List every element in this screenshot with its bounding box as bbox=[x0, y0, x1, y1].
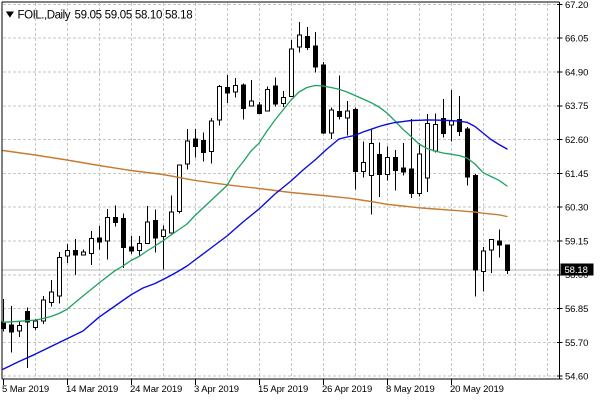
svg-text:62.60: 62.60 bbox=[565, 135, 588, 146]
svg-text:24 Mar 2019: 24 Mar 2019 bbox=[130, 384, 182, 395]
svg-text:26 Apr 2019: 26 Apr 2019 bbox=[322, 384, 372, 395]
svg-text:20 May 2019: 20 May 2019 bbox=[450, 384, 504, 395]
svg-text:54.60: 54.60 bbox=[565, 371, 588, 382]
svg-text:3 Apr 2019: 3 Apr 2019 bbox=[194, 384, 239, 395]
svg-text:15 Apr 2019: 15 Apr 2019 bbox=[258, 384, 308, 395]
svg-text:59.05 59.05 58.10 58.18: 59.05 59.05 58.10 58.18 bbox=[75, 10, 193, 22]
svg-text:5 Mar 2019: 5 Mar 2019 bbox=[2, 384, 49, 395]
svg-text:66.05: 66.05 bbox=[565, 34, 588, 45]
svg-text:14 Mar 2019: 14 Mar 2019 bbox=[66, 384, 118, 395]
svg-text:55.70: 55.70 bbox=[565, 338, 588, 349]
svg-text:FOIL.,Daily: FOIL.,Daily bbox=[18, 10, 71, 22]
svg-text:59.15: 59.15 bbox=[565, 236, 588, 247]
svg-text:60.30: 60.30 bbox=[565, 203, 588, 214]
svg-text:56.85: 56.85 bbox=[565, 304, 588, 315]
svg-text:58.18: 58.18 bbox=[565, 265, 588, 276]
svg-text:64.90: 64.90 bbox=[565, 67, 588, 78]
svg-text:61.45: 61.45 bbox=[565, 169, 588, 180]
svg-text:8 May 2019: 8 May 2019 bbox=[386, 384, 435, 395]
svg-text:67.20: 67.20 bbox=[565, 0, 588, 11]
svg-text:63.75: 63.75 bbox=[565, 101, 588, 112]
